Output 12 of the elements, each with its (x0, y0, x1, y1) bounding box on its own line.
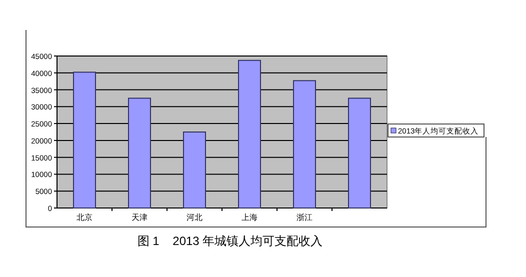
bar (238, 60, 261, 208)
bar (73, 72, 96, 208)
bar (183, 132, 206, 208)
x-tick-label: 北京 (76, 213, 92, 222)
x-tick-label: 天津 (132, 213, 148, 222)
bar (348, 98, 371, 208)
x-tick-label: 上海 (242, 213, 258, 222)
x-tick-label: 浙江 (296, 213, 312, 222)
bar (128, 98, 151, 208)
bar (293, 80, 316, 208)
text: 图 1 2013 年城镇人均可支配收入 (137, 234, 323, 248)
x-tick-label: 河北 (186, 213, 202, 222)
